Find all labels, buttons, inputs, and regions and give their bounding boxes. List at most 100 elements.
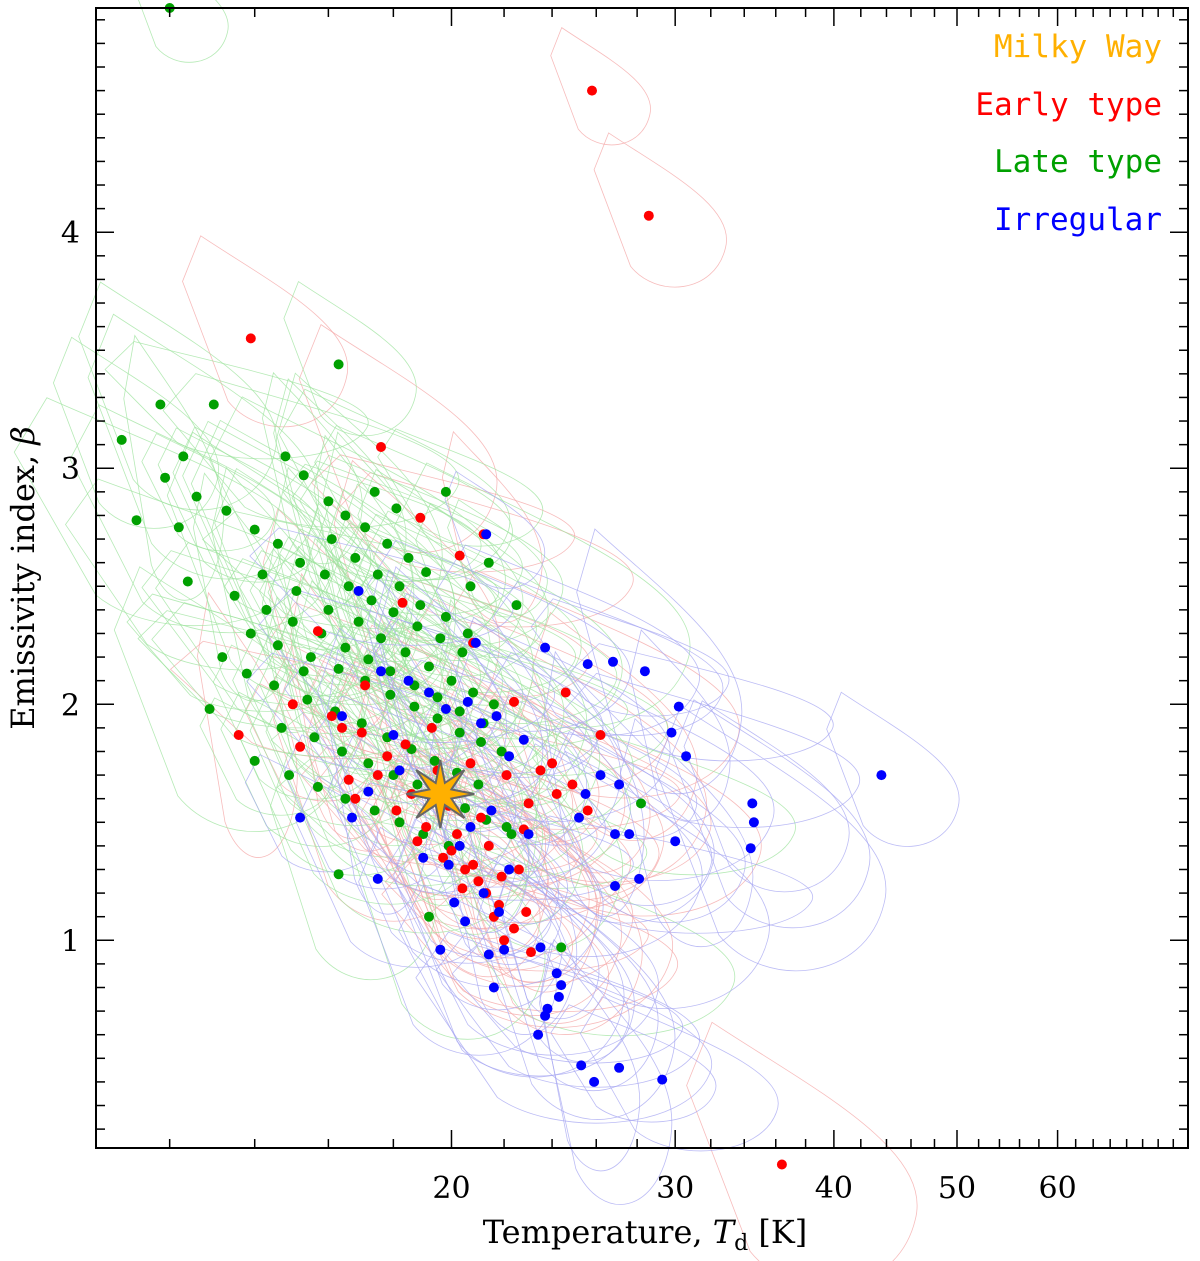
uncertainty-contour [498, 863, 600, 1020]
uncertainty-contour [190, 419, 455, 686]
uncertainty-contour [438, 844, 736, 1037]
uncertainty-contour [212, 644, 379, 800]
uncertainty-contour [550, 1004, 717, 1123]
x-tick-label: 20 [432, 1171, 470, 1206]
uncertainty-contour [353, 569, 618, 725]
uncertainty-contour [424, 684, 624, 950]
point-late-type [394, 817, 405, 828]
point-late-type [116, 434, 127, 445]
point-early-type [473, 876, 484, 887]
point-late-type [333, 359, 344, 370]
point-late-type [356, 718, 367, 729]
uncertainty-contour [393, 462, 691, 729]
point-late-type [340, 510, 351, 521]
point-irregular [494, 907, 504, 917]
point-late-type [457, 647, 468, 658]
point-irregular [403, 675, 414, 686]
point-irregular [454, 840, 465, 851]
uncertainty-contour [313, 434, 415, 664]
point-late-type [446, 675, 457, 686]
point-irregular [470, 637, 481, 648]
uncertainty-contour [826, 691, 960, 847]
uncertainty-contour [104, 341, 369, 460]
point-irregular [488, 982, 499, 993]
y-tick-label: 2 [61, 688, 80, 723]
point-irregular [580, 789, 591, 799]
uncertainty-contour [357, 468, 524, 661]
point-late-type [376, 633, 386, 644]
point-early-type [547, 758, 558, 769]
point-late-type [366, 595, 377, 606]
uncertainty-contour [393, 742, 527, 935]
uncertainty-contour [483, 694, 715, 924]
point-irregular [582, 659, 593, 670]
x-axis-title: Temperature, Td [K] [483, 1213, 807, 1256]
point-irregular [666, 727, 677, 738]
point-early-type [233, 730, 244, 740]
point-early-type [400, 739, 411, 750]
milky-way-star [406, 759, 475, 829]
point-late-type [385, 689, 396, 700]
point-irregular [394, 765, 405, 776]
point-late-type [394, 581, 405, 592]
point-irregular [449, 897, 460, 908]
uncertainty-contour [428, 703, 530, 933]
axis-ticks [96, 8, 1188, 1148]
point-late-type [319, 569, 330, 580]
point-irregular [540, 1010, 551, 1021]
point-early-type [356, 727, 367, 738]
point-late-type [454, 727, 465, 738]
uncertainty-contour [341, 647, 574, 877]
point-late-type [340, 642, 351, 653]
point-late-type [333, 869, 344, 880]
point-early-type [360, 680, 371, 691]
point-early-type [452, 829, 462, 840]
uncertainty-contour [477, 652, 775, 881]
point-irregular [363, 786, 374, 797]
point-late-type [369, 805, 380, 816]
legend: Milky Way Early type Late type Irregular [975, 29, 1162, 238]
uncertainty-contour [346, 773, 546, 1040]
uncertainty-contour [336, 609, 634, 839]
point-early-type [454, 550, 465, 561]
point-late-type [462, 628, 473, 639]
point-late-type [245, 628, 256, 639]
uncertainty-contour [447, 690, 712, 883]
point-late-type [337, 746, 347, 757]
point-irregular [574, 812, 584, 823]
point-late-type [333, 663, 344, 674]
point-late-type [269, 680, 280, 691]
point-early-type [391, 805, 402, 816]
point-irregular [435, 944, 446, 955]
uncertainty-contour [123, 334, 225, 601]
point-late-type [160, 472, 171, 483]
point-irregular [499, 944, 510, 955]
point-late-type [353, 616, 364, 627]
point-early-type [460, 864, 471, 875]
uncertainty-contour [330, 522, 497, 641]
point-late-type [241, 668, 252, 679]
point-late-type [249, 524, 260, 535]
point-irregular [418, 852, 429, 863]
uncertainty-contour [113, 566, 346, 832]
point-irregular [610, 829, 620, 840]
point-early-type [326, 711, 337, 722]
plot-frame [95, 7, 1189, 1149]
uncertainty-contour [444, 470, 546, 589]
point-early-type [312, 626, 323, 637]
uncertainty-contour [273, 466, 407, 733]
point-irregular [553, 991, 564, 1002]
point-late-type [432, 692, 443, 703]
point-late-type [468, 687, 479, 698]
point-late-type [323, 496, 334, 507]
point-late-type [343, 581, 354, 592]
uncertainty-contour [463, 726, 598, 993]
point-early-type [343, 774, 354, 785]
point-late-type [440, 611, 451, 622]
point-late-type [155, 399, 166, 410]
point-late-type [412, 621, 423, 632]
uncertainty-contour [126, 593, 358, 712]
point-late-type [360, 522, 371, 533]
uncertainty-contour [377, 428, 544, 547]
point-irregular [576, 1060, 587, 1071]
